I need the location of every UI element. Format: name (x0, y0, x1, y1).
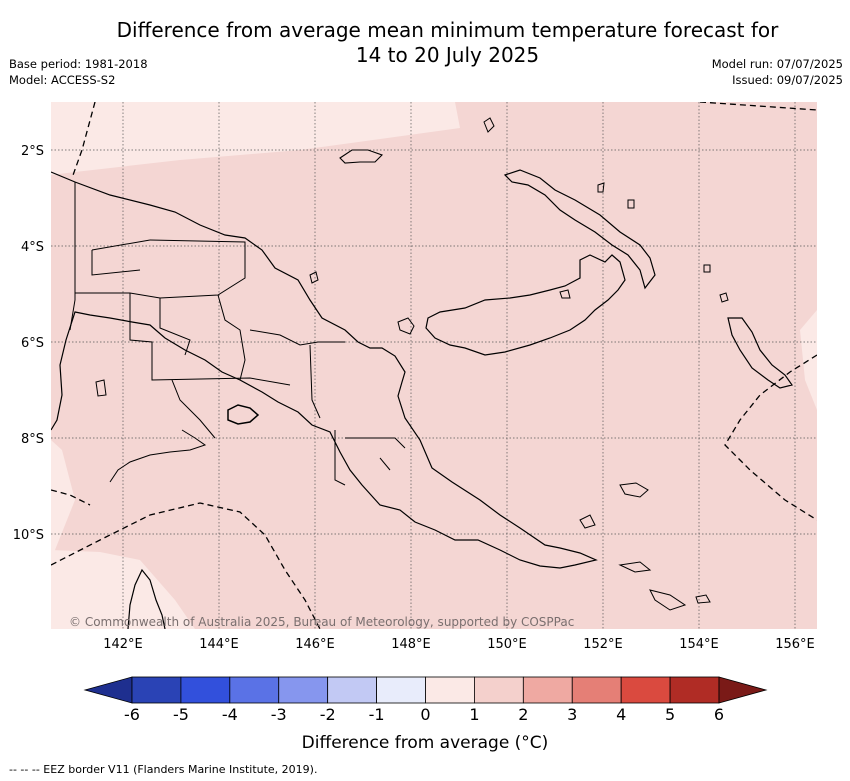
anomaly-fill-light-north (51, 102, 460, 175)
lon-label: 152°E (583, 637, 623, 652)
map-area (51, 102, 817, 629)
colorbar-tick-label: 0 (420, 705, 430, 724)
title-line-1: Difference from average mean minimum tem… (116, 18, 779, 42)
colorbar-tick-label: 5 (665, 705, 675, 724)
colorbar-tick-label: -2 (320, 705, 336, 724)
colorbar-tick-label: -4 (222, 705, 238, 724)
lat-label: 6°S (21, 336, 44, 351)
colorbar-swatch (620, 676, 671, 704)
lon-label: 148°E (391, 637, 431, 652)
latitude-labels: 2°S 4°S 6°S 8°S 10°S (13, 144, 44, 543)
colorbar-tick-label: 3 (567, 705, 577, 724)
bougainville-coastline (727, 317, 793, 389)
lat-label: 2°S (21, 144, 44, 159)
colorbar-tick-label: -1 (369, 705, 385, 724)
lake-murray (227, 404, 260, 425)
copyright-text: © Commonwealth of Australia 2025, Bureau… (69, 615, 574, 629)
meta-right: Model run: 07/07/2025 Issued: 09/07/2025 (712, 56, 843, 88)
colorbar-tick-label: 2 (518, 705, 528, 724)
province-borders (69, 182, 406, 486)
colorbar-swatch (131, 676, 182, 704)
colorbar-tick-label: -6 (124, 705, 140, 724)
lon-label: 154°E (679, 637, 719, 652)
colorbar-tick-label: -3 (271, 705, 287, 724)
lat-label: 4°S (21, 240, 44, 255)
colorbar-swatch (376, 676, 426, 704)
colorbar-swatch (474, 676, 524, 704)
colorbar-swatch (180, 676, 231, 704)
colorbar-tick-label: 1 (469, 705, 479, 724)
colorbar-tick-label: -5 (173, 705, 189, 724)
anomaly-fill-light-west (51, 440, 75, 560)
south-coast (109, 429, 207, 483)
colorbar-swatch (327, 676, 377, 704)
colorbar-arrow-high (718, 676, 768, 704)
colorbar-swatch (278, 676, 329, 704)
longitude-labels: 142°E 144°E 146°E 148°E 150°E 152°E 154°… (103, 637, 815, 652)
colorbar-swatch (571, 676, 622, 704)
lon-label: 156°E (775, 637, 815, 652)
base-period: Base period: 1981-2018 (9, 57, 148, 71)
meta-left: Base period: 1981-2018 Model: ACCESS-S2 (9, 56, 148, 88)
anomaly-fill-light-east (800, 310, 817, 410)
new-ireland-coastline (503, 169, 656, 290)
chart-title: Difference from average mean minimum tem… (0, 18, 850, 68)
colorbar-label: Difference from average (°C) (301, 733, 549, 753)
colorbar-arrow-low (83, 676, 133, 704)
manus-island (339, 149, 384, 164)
lon-label: 142°E (103, 637, 143, 652)
colorbar-tick-label: 4 (616, 705, 626, 724)
anomaly-fill-main (51, 102, 817, 629)
lat-label: 8°S (21, 432, 44, 447)
colorbar: -6 -5 -4 -3 -2 -1 0 1 2 3 4 5 6 (83, 676, 768, 724)
eez-border (51, 102, 817, 629)
eez-footnote: -- -- -- EEZ border V11 (Flanders Marine… (9, 763, 318, 776)
lon-label: 150°E (487, 637, 527, 652)
issued-date: Issued: 09/07/2025 (732, 73, 843, 87)
model-name: Model: ACCESS-S2 (9, 73, 116, 87)
colorbar-tick-label: 6 (714, 705, 724, 724)
lon-label: 144°E (199, 637, 239, 652)
colorbar-swatch (522, 676, 573, 704)
lon-label: 146°E (295, 637, 335, 652)
model-run: Model run: 07/07/2025 (711, 57, 843, 71)
colorbar-swatch (425, 676, 475, 704)
title-line-2: 14 to 20 July 2025 (355, 43, 540, 67)
new-guinea-coastline (51, 171, 598, 569)
new-britain-coastline (425, 254, 626, 356)
small-islands (95, 117, 729, 611)
colorbar-swatch (669, 676, 720, 704)
cape-york-coastline (127, 568, 166, 629)
lat-label: 10°S (13, 528, 44, 543)
colorbar-swatch (229, 676, 280, 704)
